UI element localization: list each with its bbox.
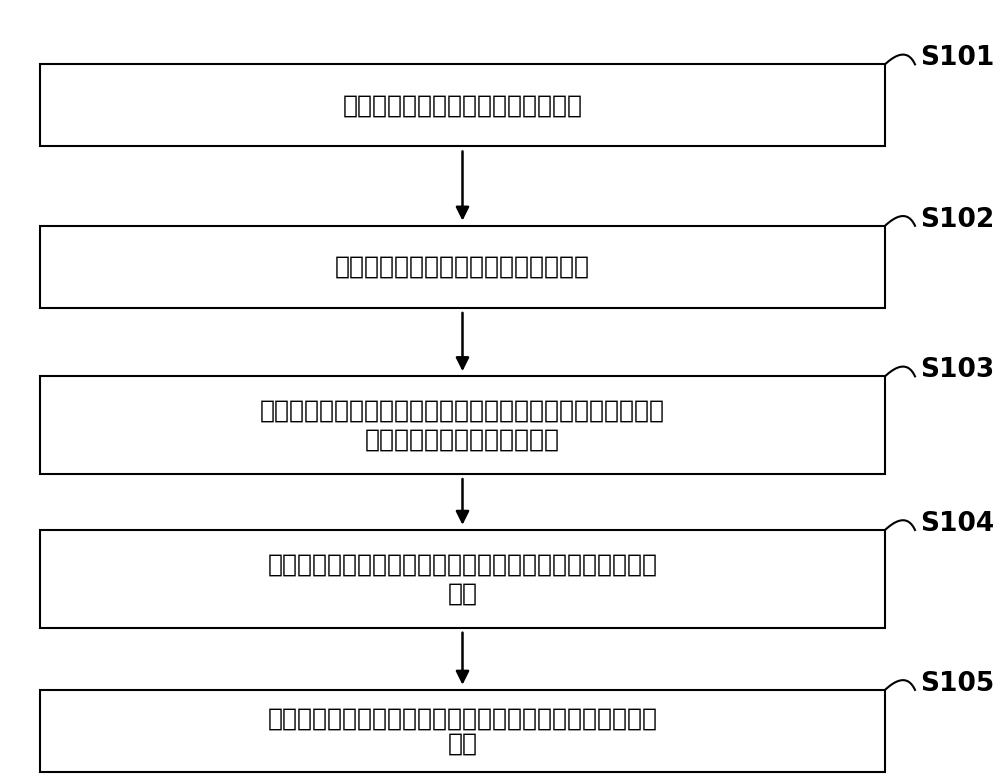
FancyBboxPatch shape (40, 376, 885, 473)
FancyBboxPatch shape (40, 690, 885, 772)
Text: 焊接导线与端子，并将导线捺顺后将导线另一端与测试仪器: 焊接导线与端子，并将导线捺顺后将导线另一端与测试仪器 (268, 707, 658, 731)
FancyBboxPatch shape (40, 65, 885, 147)
Text: 制作焊接治具；将移相器板嵌入焊接治具，用铆钉将移相器板: 制作焊接治具；将移相器板嵌入焊接治具，用铆钉将移相器板 (260, 399, 665, 423)
Text: 焊接: 焊接 (448, 731, 478, 755)
Text: 和焊接治具固定，焊接铆钉帽: 和焊接治具固定，焊接铆钉帽 (365, 427, 560, 452)
Text: S103: S103 (920, 357, 994, 383)
Text: S102: S102 (920, 207, 994, 232)
FancyBboxPatch shape (40, 530, 885, 627)
FancyBboxPatch shape (40, 226, 885, 307)
Text: 用纽扣固定滑片，用滑片娃住移相器板: 用纽扣固定滑片，用滑片娃住移相器板 (335, 255, 590, 278)
Text: 两端: 两端 (448, 581, 478, 605)
Text: S101: S101 (920, 45, 994, 71)
Text: 焊接端子，并将端子与移相器板固定: 焊接端子，并将端子与移相器板固定 (342, 94, 582, 117)
Text: S104: S104 (920, 511, 994, 537)
Text: 将导线按顺序固定在娃扣内，将娃扣固定在治具掘空位置的: 将导线按顺序固定在娃扣内，将娃扣固定在治具掘空位置的 (268, 552, 658, 576)
Text: S105: S105 (920, 671, 994, 697)
